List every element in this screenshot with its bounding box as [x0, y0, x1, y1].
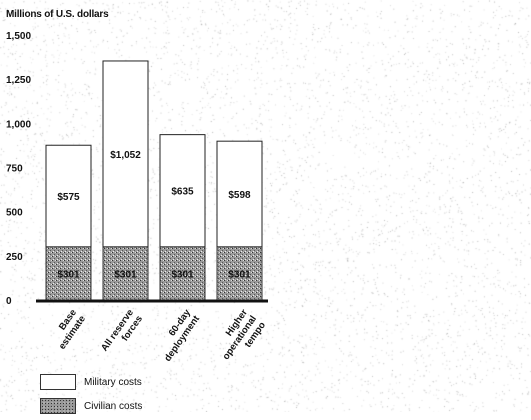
bar-military: [216, 140, 263, 248]
legend-item-civilian: Civilian costs: [40, 396, 142, 416]
y-tick-label: 500: [6, 208, 23, 219]
y-tick-label: 1,500: [6, 31, 31, 42]
legend-swatch-civilian: [40, 398, 76, 414]
legend: Military costs Civilian costs: [40, 372, 142, 420]
y-tick-label: 0: [6, 296, 12, 307]
bar-civilian: [45, 246, 92, 301]
data-label-military: $635: [171, 187, 194, 198]
y-tick-label: 1,000: [6, 119, 31, 130]
bar-military: [102, 60, 149, 248]
y-tick-label: 1,250: [6, 75, 31, 86]
y-tick-label: 750: [6, 164, 23, 175]
bar-military: [159, 134, 206, 248]
x-category-label: 60-daydeployment: [153, 307, 202, 364]
data-label-civilian: $301: [171, 269, 194, 280]
data-label-civilian: $301: [57, 269, 80, 280]
data-label-military: $598: [228, 190, 251, 201]
data-label-civilian: $301: [228, 269, 251, 280]
data-label-civilian: $301: [114, 269, 137, 280]
y-tick-label: 250: [6, 252, 23, 263]
data-label-military: $1,052: [110, 150, 141, 161]
legend-label-military: Military costs: [84, 376, 142, 388]
x-category-label: Higheroperationaltempo: [212, 307, 269, 368]
legend-swatch-military: [40, 374, 76, 390]
bar-military: [45, 144, 92, 248]
bar-civilian: [159, 246, 206, 301]
legend-item-military: Military costs: [40, 372, 142, 392]
x-category-label: Baseestimate: [48, 307, 88, 351]
data-label-military: $575: [57, 192, 80, 203]
y-axis-title: Millions of U.S. dollars: [6, 9, 109, 20]
legend-label-civilian: Civilian costs: [84, 400, 143, 412]
x-category-label: All reserveforces: [99, 307, 145, 359]
